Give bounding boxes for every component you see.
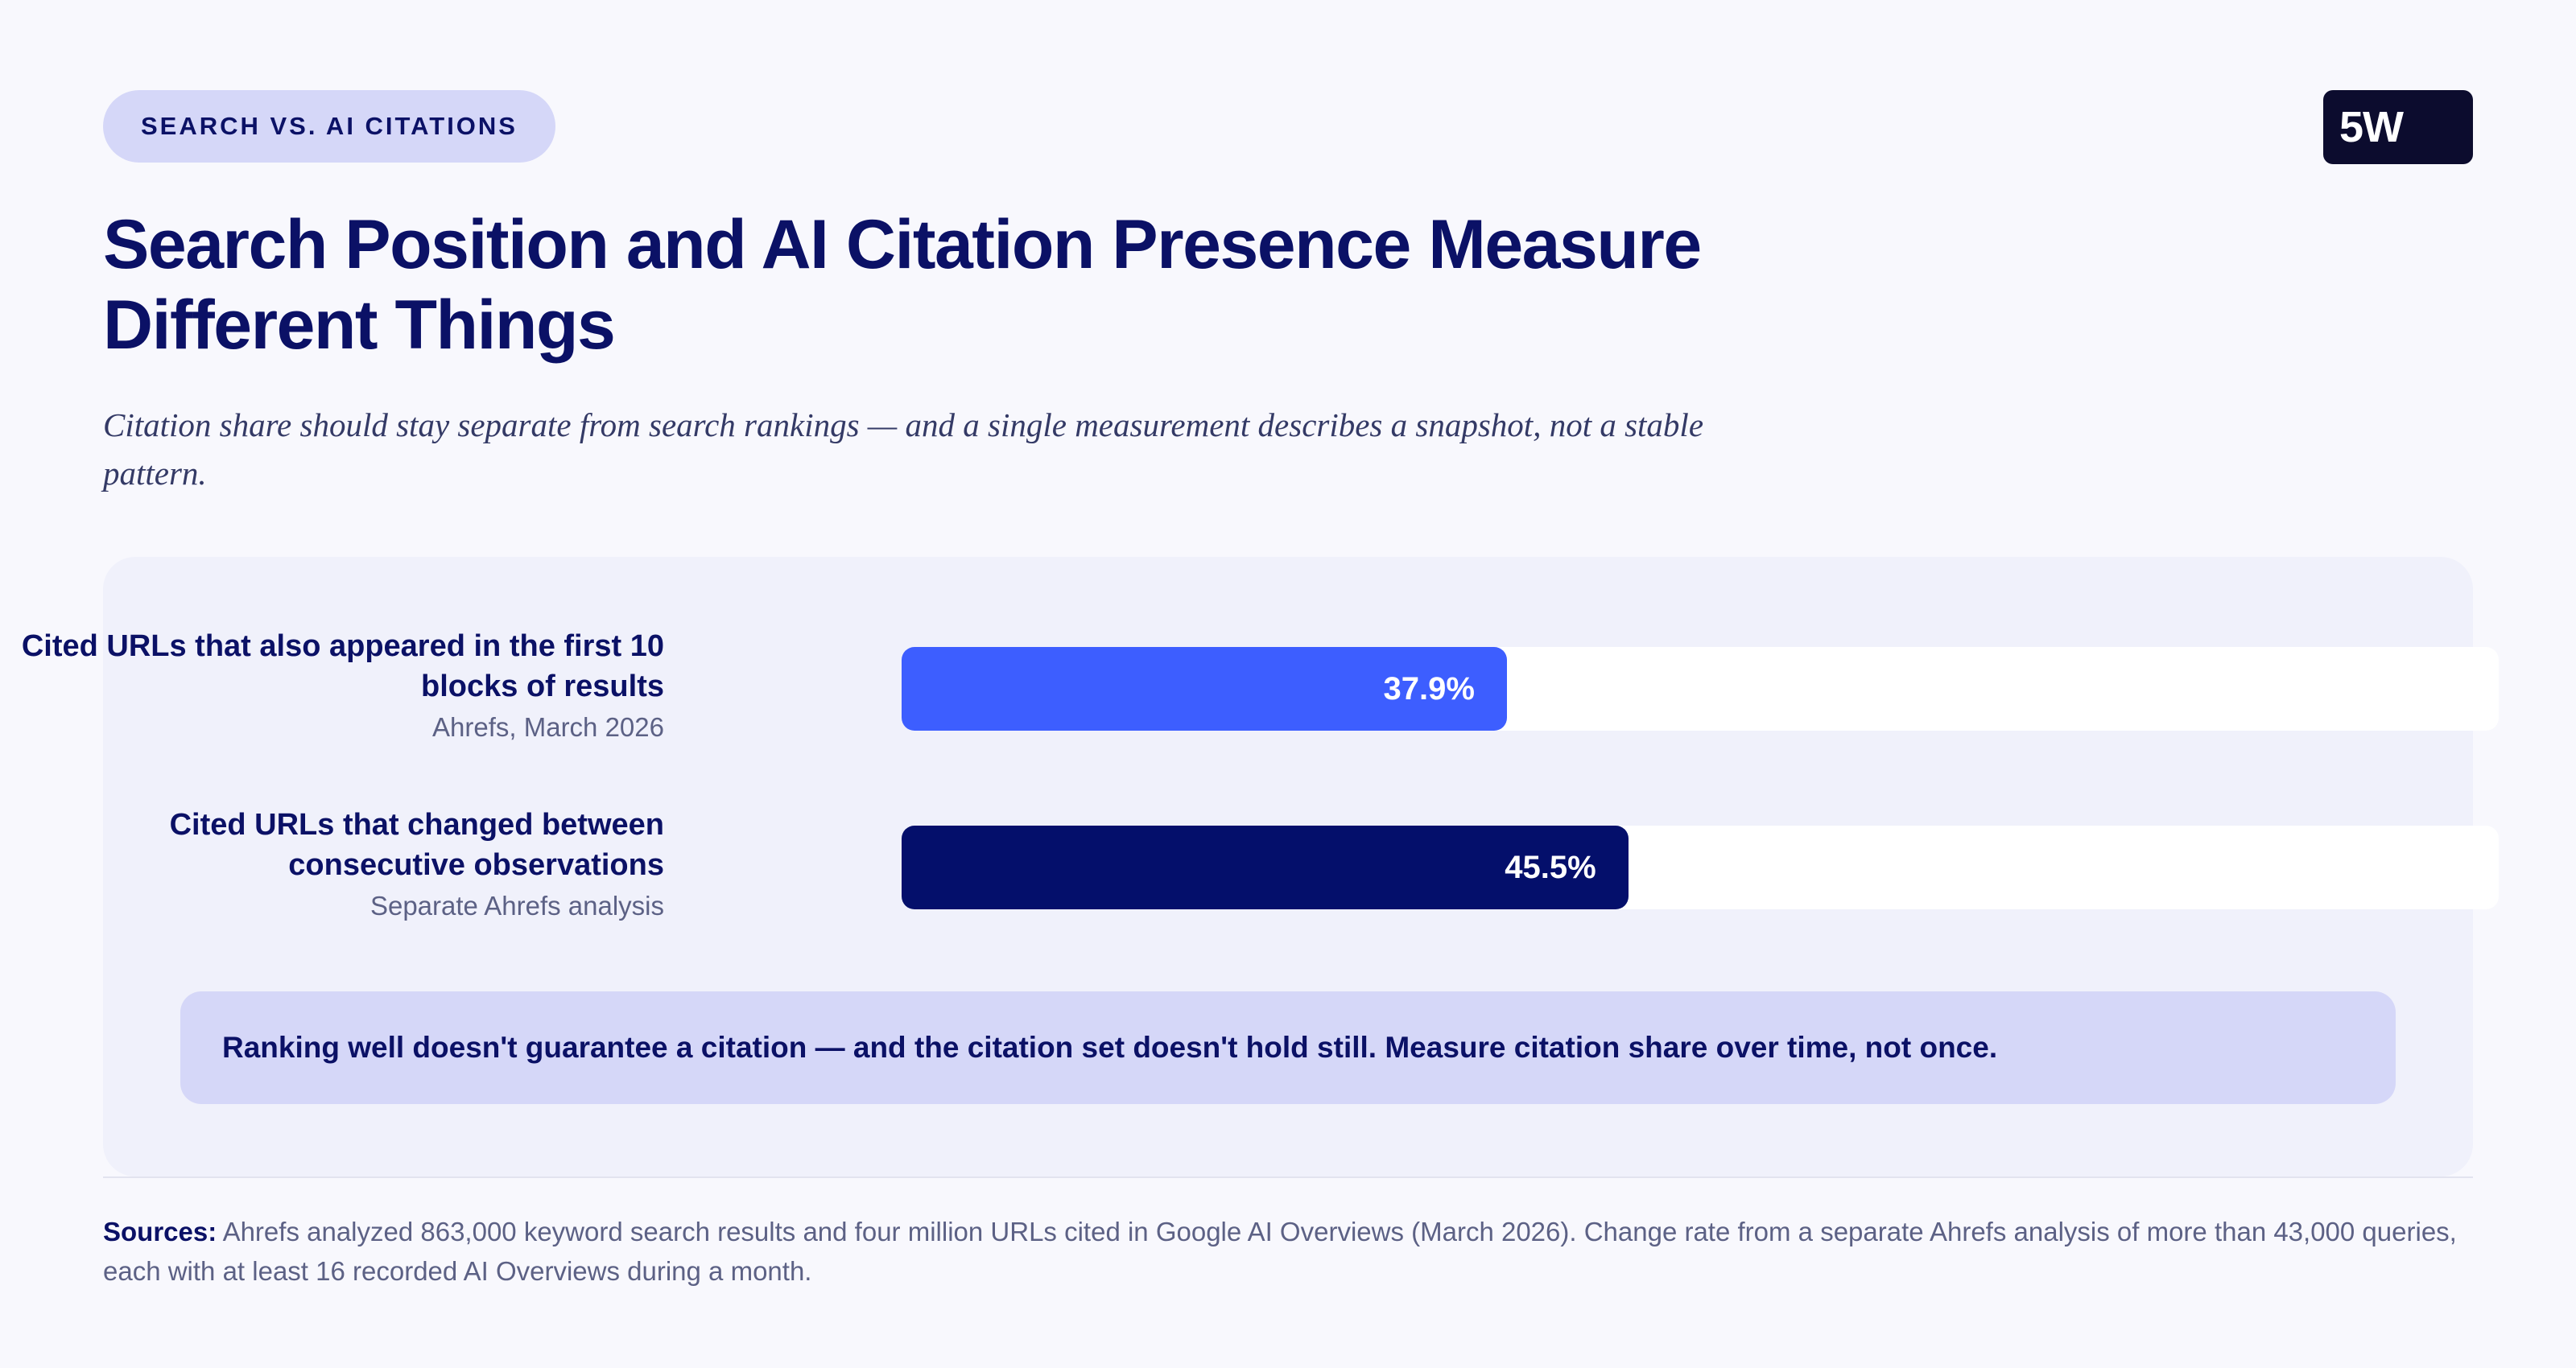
bar-label-2: Cited URLs that changed between consecut… <box>4 805 664 924</box>
sources-label: Sources: <box>103 1217 217 1246</box>
bar-1-source: Ahrefs, March 2026 <box>432 712 664 742</box>
bar-2-value: 45.5% <box>1505 849 1596 885</box>
divider <box>103 1176 2473 1178</box>
sources-note: Sources: Ahrefs analyzed 863,000 keyword… <box>103 1212 2473 1291</box>
bar-2-source: Separate Ahrefs analysis <box>369 891 664 921</box>
sources-text: Ahrefs analyzed 863,000 keyword search r… <box>103 1217 2457 1286</box>
bar-1-name: Cited URLs that also appeared in the fir… <box>21 629 664 703</box>
bar-1: 37.9% <box>902 647 1507 731</box>
bar-2-name: Cited URLs that changed between consecut… <box>169 808 664 882</box>
bar-1-value: 37.9% <box>1383 670 1475 707</box>
bar-track-2: 45.5% <box>902 826 2499 909</box>
category-tag: SEARCH VS. AI CITATIONS <box>103 90 555 163</box>
page-subtitle: Citation share should stay separate from… <box>103 406 1704 492</box>
page-title: Search Position and AI Citation Presence… <box>103 206 1702 364</box>
bar-track-1: 37.9% <box>902 647 2499 731</box>
brand-logo: 5W <box>2323 90 2473 164</box>
bar-2: 45.5% <box>902 826 1629 909</box>
callout-note: Ranking well doesn't guarantee a citatio… <box>180 991 2396 1104</box>
bar-label-1: Cited URLs that also appeared in the fir… <box>4 626 664 745</box>
